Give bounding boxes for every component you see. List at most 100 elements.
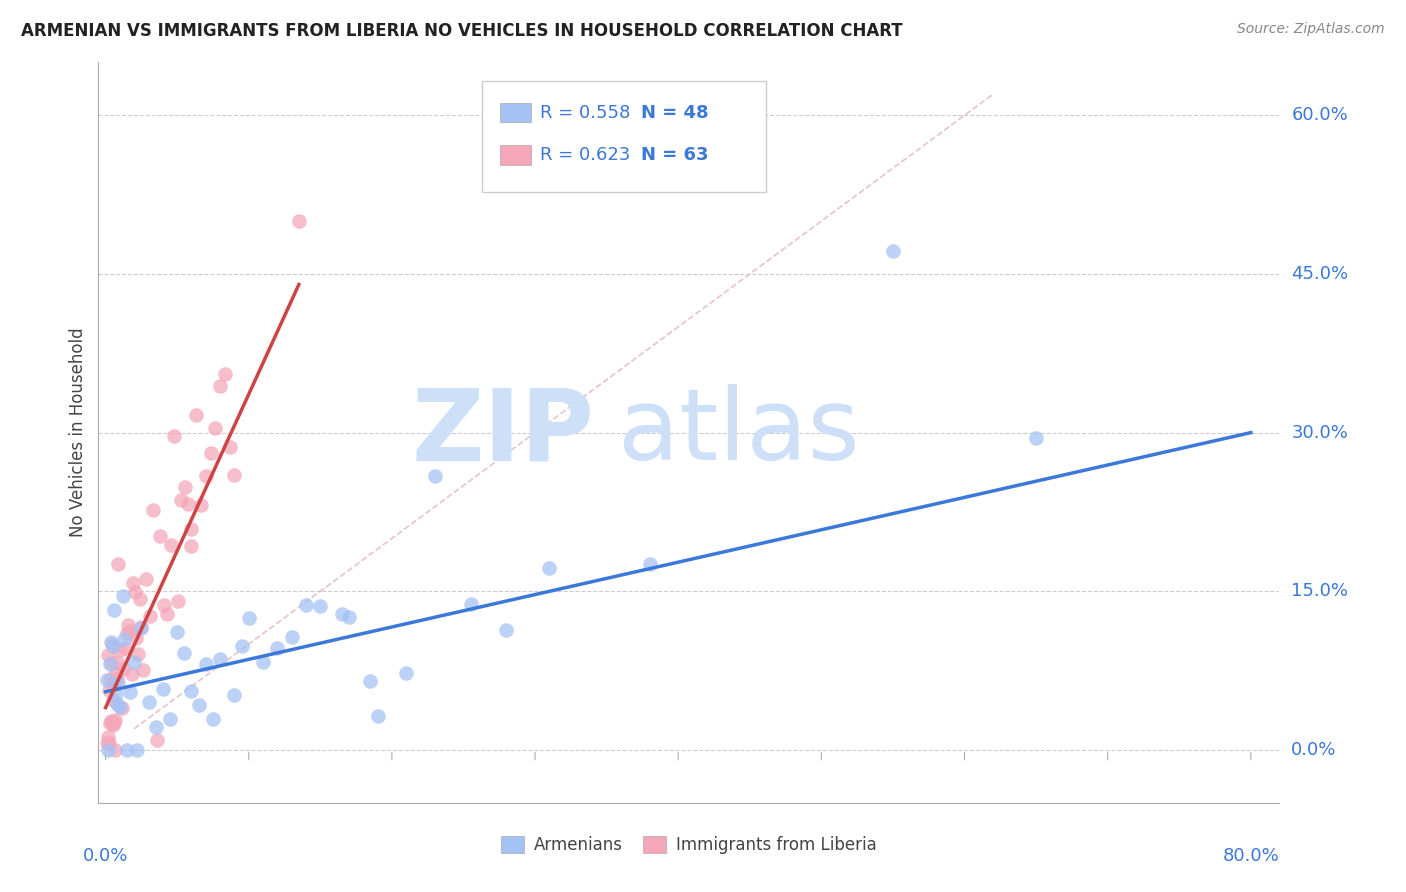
Point — [166, 594, 188, 608]
Point — [142, 503, 165, 517]
Point — [330, 607, 353, 622]
Point — [111, 589, 134, 603]
Point — [97, 648, 120, 662]
Point — [170, 492, 193, 507]
Point — [107, 675, 129, 690]
Point — [103, 677, 125, 691]
Point — [177, 496, 200, 510]
Point — [231, 639, 253, 653]
Point — [882, 244, 904, 258]
Point — [538, 560, 561, 574]
FancyBboxPatch shape — [501, 103, 530, 122]
Point — [122, 575, 145, 590]
Point — [139, 609, 162, 624]
Point — [115, 625, 138, 640]
Point — [111, 700, 134, 714]
Point — [131, 620, 153, 634]
Text: 60.0%: 60.0% — [1291, 106, 1348, 124]
Text: ARMENIAN VS IMMIGRANTS FROM LIBERIA NO VEHICLES IN HOUSEHOLD CORRELATION CHART: ARMENIAN VS IMMIGRANTS FROM LIBERIA NO V… — [21, 22, 903, 40]
Text: R = 0.558: R = 0.558 — [540, 103, 630, 122]
Point — [121, 666, 143, 681]
Point — [101, 716, 124, 731]
Point — [105, 655, 128, 669]
Point — [295, 599, 318, 613]
Text: N = 48: N = 48 — [641, 103, 709, 122]
Point — [115, 743, 138, 757]
Point — [101, 718, 124, 732]
Point — [108, 643, 131, 657]
Point — [112, 662, 135, 676]
Point — [194, 469, 217, 483]
Point — [149, 529, 172, 543]
Point — [107, 558, 129, 572]
Text: N = 63: N = 63 — [641, 146, 709, 164]
FancyBboxPatch shape — [501, 145, 530, 165]
Point — [98, 682, 121, 697]
Point — [104, 687, 127, 701]
Point — [224, 688, 246, 702]
Legend: Armenians, Immigrants from Liberia: Armenians, Immigrants from Liberia — [494, 830, 884, 861]
Point — [423, 468, 446, 483]
Point — [638, 558, 661, 572]
Point — [156, 607, 179, 622]
Point — [100, 635, 122, 649]
Point — [100, 714, 122, 728]
Point — [266, 641, 288, 656]
Point — [159, 712, 181, 726]
Point — [214, 367, 236, 381]
Point — [118, 685, 141, 699]
Point — [108, 700, 131, 714]
Text: atlas: atlas — [619, 384, 859, 481]
Point — [238, 611, 260, 625]
Point — [138, 695, 160, 709]
Point — [194, 657, 217, 671]
Point — [104, 665, 127, 680]
Point — [180, 522, 202, 536]
Point — [98, 673, 121, 687]
Point — [98, 716, 121, 731]
Point — [105, 672, 128, 686]
Point — [125, 743, 148, 757]
Point — [104, 743, 127, 757]
Text: R = 0.623: R = 0.623 — [540, 146, 630, 164]
Point — [200, 446, 222, 460]
Point — [101, 639, 124, 653]
Point — [152, 682, 174, 697]
Point — [127, 648, 149, 662]
Point — [125, 631, 148, 645]
Text: 45.0%: 45.0% — [1291, 265, 1348, 283]
Point — [186, 409, 208, 423]
Point — [337, 610, 360, 624]
Point — [309, 599, 332, 614]
Text: 0.0%: 0.0% — [83, 847, 128, 865]
Point — [159, 538, 181, 552]
Point — [112, 632, 135, 646]
Point — [96, 730, 118, 744]
Text: 15.0%: 15.0% — [1291, 582, 1348, 600]
Point — [122, 656, 145, 670]
Point — [209, 379, 232, 393]
Point — [114, 641, 136, 656]
Point — [367, 709, 389, 723]
Point — [252, 655, 274, 669]
Point — [105, 698, 128, 712]
Point — [103, 693, 125, 707]
Y-axis label: No Vehicles in Household: No Vehicles in Household — [69, 327, 87, 538]
Point — [97, 736, 120, 750]
Point — [132, 663, 155, 677]
Point — [145, 732, 167, 747]
Point — [288, 214, 311, 228]
Point — [117, 618, 139, 632]
Point — [124, 585, 146, 599]
Point — [395, 665, 418, 680]
Point — [180, 539, 202, 553]
Point — [96, 673, 118, 687]
Point — [166, 624, 188, 639]
Point — [1025, 431, 1047, 445]
Point — [204, 421, 226, 435]
Point — [135, 572, 157, 586]
Point — [97, 743, 120, 757]
Point — [187, 698, 209, 712]
Point — [131, 621, 153, 635]
Point — [359, 674, 381, 689]
